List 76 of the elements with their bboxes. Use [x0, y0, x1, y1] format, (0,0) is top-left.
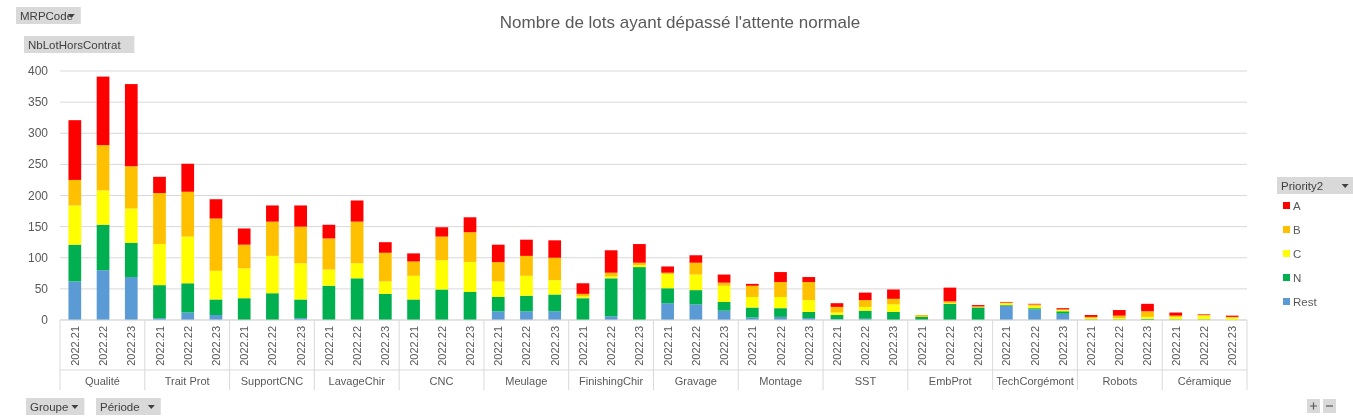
x-tick-label: 2022.23 — [379, 326, 392, 366]
x-tick-label: 2022.22 — [689, 326, 702, 366]
x-tick-label: 2022.21 — [661, 326, 674, 366]
x-tick-label: 2022.22 — [1028, 326, 1041, 366]
y-tick-label: 400 — [27, 64, 49, 78]
x-tick-label: 2022.22 — [605, 326, 618, 366]
text: LavageChir — [328, 375, 386, 387]
x-tick-label: 2022.22 — [774, 326, 787, 366]
y-tick-label: 150 — [27, 219, 49, 234]
text: Céramique — [1177, 375, 1232, 387]
x-tick-label: 2022.23 — [633, 326, 646, 366]
text: EmbProt — [928, 375, 972, 387]
x-tick-label: 2022.23 — [125, 326, 138, 366]
text: Trait Prot — [164, 375, 210, 387]
x-tick-label: 2022.23 — [548, 326, 561, 366]
text: FinishingChir — [579, 375, 644, 387]
text: SST — [854, 375, 877, 387]
x-tick-label: 2022.23 — [718, 326, 731, 366]
y-axis-title: NbLotHorsContrat — [28, 38, 122, 51]
x-tick-label: 2022.21 — [238, 326, 251, 366]
x-tick-label: 2022.21 — [492, 326, 505, 366]
legend-label: Rest — [1293, 296, 1318, 308]
x-tick-label: 2022.21 — [830, 326, 843, 366]
y-tick-label: 50 — [34, 281, 49, 296]
x-tick-label: 2022.21 — [407, 326, 420, 366]
text: Robots — [1102, 375, 1138, 387]
x-tick-label: 2022.21 — [1085, 326, 1098, 366]
x-tick-label: 2022.22 — [97, 326, 110, 366]
y-tick-label: 100 — [27, 250, 49, 265]
text: Gravage — [674, 375, 717, 387]
x-tick-label: 2022.22 — [1113, 326, 1126, 366]
x-tick-label: 2022.21 — [915, 326, 928, 366]
text: Qualité — [84, 375, 120, 387]
x-tick-label: 2022.22 — [520, 326, 533, 366]
legend-label: B — [1293, 224, 1301, 236]
y-tick-label: 350 — [27, 95, 49, 110]
x-tick-label: 2022.21 — [576, 326, 589, 366]
legend-label: C — [1293, 248, 1302, 260]
x-tick-label: 2022.21 — [322, 326, 335, 366]
x-tick-label: 2022.22 — [435, 326, 448, 366]
text: Montage — [759, 375, 803, 387]
text: Période — [100, 400, 140, 413]
x-tick-label: 2022.22 — [181, 326, 194, 366]
text: CNC — [429, 375, 454, 387]
x-tick-label: 2022.22 — [1197, 326, 1210, 366]
x-tick-label: 2022.23 — [802, 326, 815, 366]
y-tick-label: 200 — [27, 188, 49, 203]
x-tick-label: 2022.21 — [746, 326, 759, 366]
x-tick-label: 2022.23 — [1141, 326, 1154, 366]
x-tick-label: 2022.23 — [1056, 326, 1069, 366]
text: SupportCNC — [240, 375, 304, 387]
x-tick-label: 2022.23 — [209, 326, 222, 366]
y-tick-label: 300 — [27, 126, 49, 141]
x-tick-label: 2022.23 — [464, 326, 477, 366]
legend-title: Priority2 — [1281, 179, 1324, 192]
y-tick-label: 0 — [41, 313, 49, 327]
x-tick-label: 2022.23 — [887, 326, 900, 366]
text: TechCorgémont — [996, 375, 1074, 387]
text: Groupe — [30, 400, 69, 413]
y-tick-label: 250 — [27, 157, 49, 172]
text: Meulage — [505, 375, 548, 387]
x-tick-label: 2022.21 — [68, 326, 81, 366]
x-tick-label: 2022.22 — [351, 326, 364, 366]
x-tick-label: 2022.22 — [859, 326, 872, 366]
x-tick-label: 2022.21 — [1169, 326, 1182, 366]
text: MRPCode — [20, 9, 74, 22]
x-tick-label: 2022.23 — [294, 326, 307, 366]
x-tick-label: 2022.21 — [153, 326, 166, 366]
x-tick-label: 2022.22 — [266, 326, 279, 366]
legend-label: N — [1293, 272, 1302, 284]
x-tick-label: 2022.23 — [1226, 326, 1239, 366]
x-tick-label: 2022.22 — [943, 326, 956, 366]
chart-title: Nombre de lots ayant dépassé l'attente normale — [499, 13, 861, 32]
x-tick-label: 2022.23 — [972, 326, 985, 366]
x-tick-label: 2022.21 — [1000, 326, 1013, 366]
legend-label: A — [1293, 200, 1301, 212]
